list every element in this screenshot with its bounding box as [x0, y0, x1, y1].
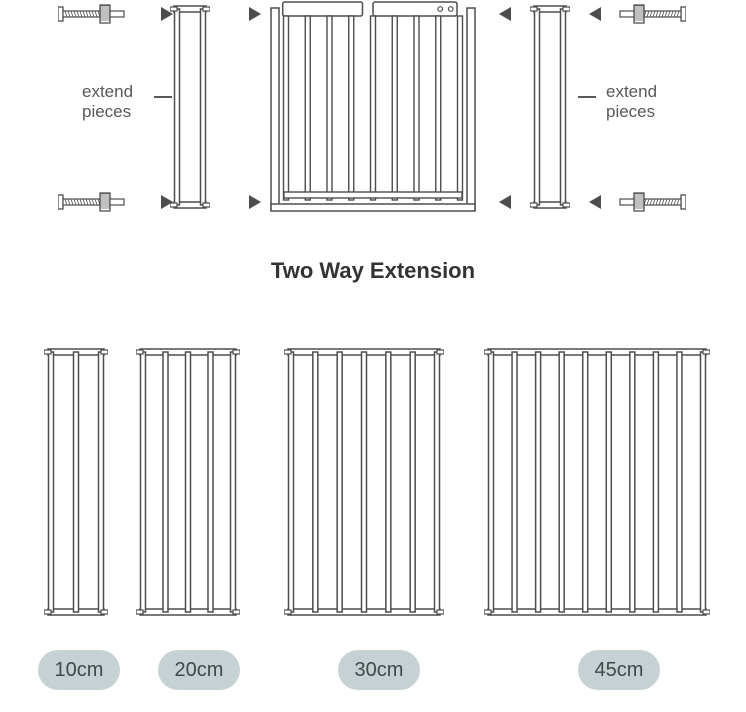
size-pill-10cm: 10cm — [38, 650, 120, 690]
direction-arrow-icon — [160, 6, 174, 27]
size-pill-20cm: 20cm — [158, 650, 240, 690]
label-line2: pieces — [82, 102, 131, 121]
direction-arrow-icon — [588, 194, 602, 215]
main-gate — [268, 0, 478, 219]
left-extension-piece — [170, 2, 210, 217]
direction-arrow-icon — [160, 194, 174, 215]
extend-pieces-label-left: extendpieces — [82, 82, 133, 123]
extension-panel-45cm — [484, 345, 710, 624]
size-pill-30cm: 30cm — [338, 650, 420, 690]
right-extension-piece — [530, 2, 570, 217]
label-line2: pieces — [606, 102, 655, 121]
tension-bolt — [58, 192, 126, 217]
direction-arrow-icon — [248, 194, 262, 215]
extension-panel-30cm — [284, 345, 444, 624]
direction-arrow-icon — [588, 6, 602, 27]
tension-bolt — [618, 4, 686, 29]
direction-arrow-icon — [498, 194, 512, 215]
direction-arrow-icon — [498, 6, 512, 27]
extension-panel-20cm — [136, 345, 240, 624]
direction-arrow-icon — [248, 6, 262, 27]
label-line1: extend — [82, 82, 133, 101]
section-title: Two Way Extension — [0, 258, 746, 284]
extend-pieces-label-right: extendpieces — [606, 82, 657, 123]
tension-bolt — [618, 192, 686, 217]
extension-panel-10cm — [44, 345, 108, 624]
size-pill-45cm: 45cm — [578, 650, 660, 690]
label-line1: extend — [606, 82, 657, 101]
tension-bolt — [58, 4, 126, 29]
